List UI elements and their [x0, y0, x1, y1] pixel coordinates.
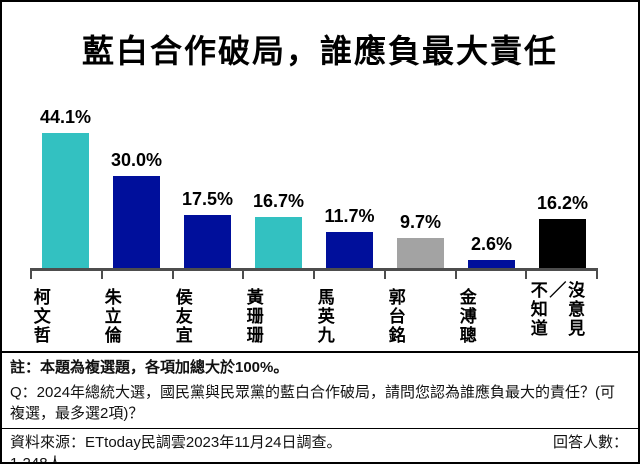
note-text: 註：本題為複選題，各項加總大於100%。 [10, 359, 289, 376]
question-text: Q：2024年總統大選，國民黨與民眾黨的藍白合作破局，請問您認為誰應負最大的責任… [10, 383, 616, 422]
bar-value-label: 44.1% [39, 107, 92, 127]
bar-column: 16.2% [527, 96, 598, 268]
separator-top [2, 351, 638, 353]
respondents-value: 1,248人 [10, 454, 63, 464]
bar-chart-plot: 44.1% 30.0% 17.5% 16.7% 11.7% 9.7% 2.6% 16.2% [30, 96, 598, 268]
category-label: 柯文哲 [30, 287, 50, 345]
separator-bottom [2, 427, 638, 429]
bar [326, 232, 373, 268]
bar-value-label: 11.7% [324, 206, 375, 226]
footer-row: 資料來源：ETtoday民調雲2023年11月24日調查。 回答人數： [2, 429, 638, 453]
axis-tick-cell [313, 271, 384, 279]
category-label: 馬英九 [314, 287, 334, 345]
axis-tick-cell [454, 271, 526, 279]
bar [42, 133, 89, 268]
bar-column: 16.7% [243, 96, 314, 268]
bar-column: 9.7% [385, 96, 456, 268]
category-label: 金溥聰 [456, 287, 476, 345]
bar-column: 17.5% [172, 96, 243, 268]
axis-tick-cell [171, 271, 243, 279]
axis-ticks [30, 271, 598, 279]
bar-column: 44.1% [30, 96, 101, 268]
category-label: 黃珊珊 [243, 287, 263, 345]
bar [468, 260, 515, 268]
bar [184, 215, 231, 268]
category-label: 侯友宜 [172, 287, 192, 345]
bar-value-label: 16.2% [536, 193, 589, 213]
axis-tick-cell [242, 271, 313, 279]
source-text: 資料來源：ETtoday民調雲2023年11月24日調查。 [10, 433, 342, 451]
bar-value-label: 16.7% [252, 191, 305, 211]
axis-tick-cell [30, 271, 101, 279]
respondents-label: 回答人數： [552, 433, 628, 451]
x-axis-line [30, 268, 598, 271]
bar [113, 176, 160, 268]
category-label: 郭台銘 [385, 287, 405, 345]
category-label: 朱立倫 [101, 287, 121, 345]
bar-value-label: 2.6% [470, 234, 513, 254]
bar-column: 2.6% [456, 96, 527, 268]
bar-value-label: 30.0% [110, 150, 163, 170]
category-axis: 柯文哲 朱立倫 侯友宜 黃珊珊 馬英九 郭台銘 金溥聰 不知道／ 沒意見 [30, 281, 598, 351]
bar [397, 238, 444, 268]
bar-value-label: 9.7% [399, 212, 442, 232]
category-label: 不知道／ 沒意見 [527, 281, 585, 338]
bar [539, 219, 586, 268]
axis-tick-cell [525, 271, 598, 279]
bar [255, 217, 302, 268]
bar-column: 11.7% [314, 96, 385, 268]
axis-tick-cell [100, 271, 172, 279]
bar-column: 30.0% [101, 96, 172, 268]
bar-value-label: 17.5% [181, 189, 234, 209]
page-title: 藍白合作破局，誰應負最大責任 [81, 33, 558, 69]
axis-tick-cell [383, 271, 455, 279]
